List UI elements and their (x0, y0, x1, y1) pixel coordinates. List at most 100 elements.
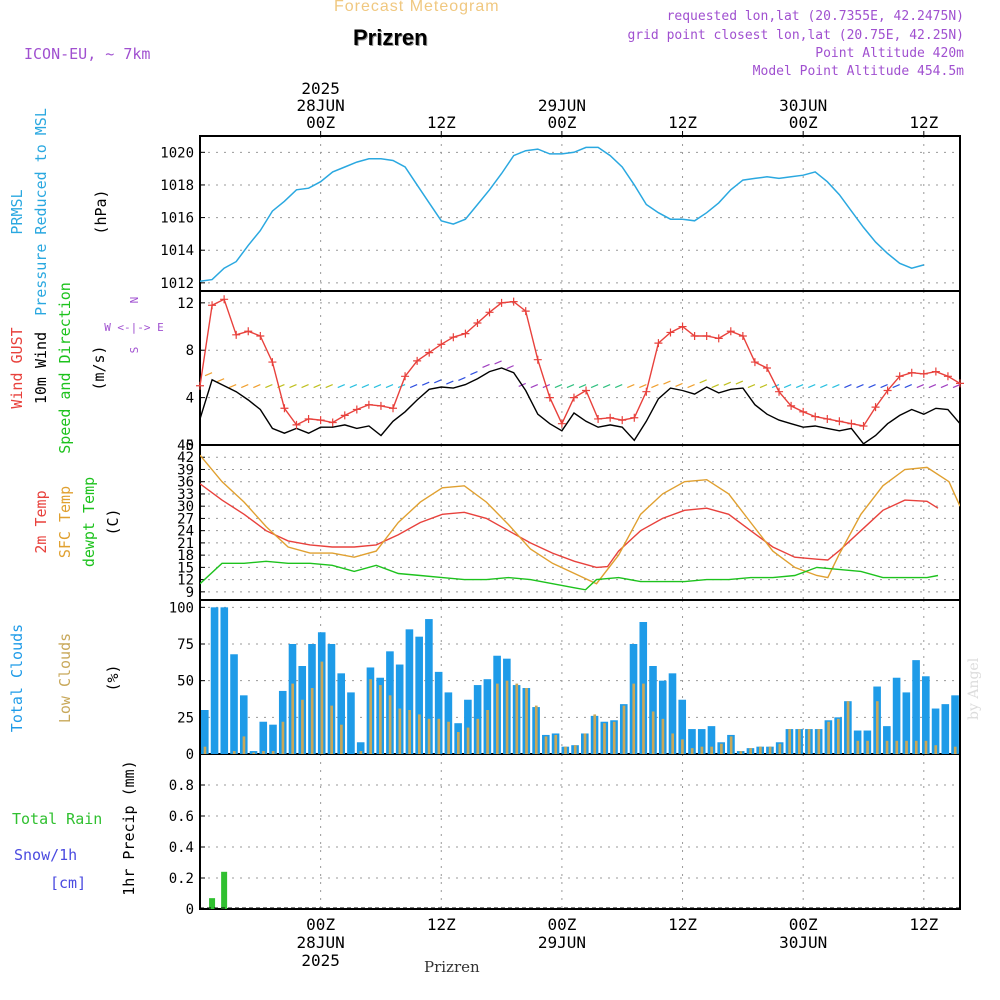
low-clouds-bar (427, 718, 431, 754)
gust-point-marker (364, 400, 373, 409)
total-clouds-bar (210, 607, 219, 754)
total-clouds-bar (347, 692, 355, 754)
ytick-label-pressure: 1016 (160, 211, 194, 227)
gust-point-marker (762, 364, 771, 372)
total-clouds-bar (269, 724, 277, 754)
gust-point-marker (811, 412, 820, 421)
gust-point-marker (208, 301, 217, 310)
legend-total-rain: Total Rain (12, 810, 102, 828)
wind-direction-arrow (904, 384, 912, 389)
wind-direction-arrow (783, 384, 792, 389)
gust-point-marker (943, 372, 952, 381)
model-altitude: Model Point Altitude 454.5m (752, 64, 964, 79)
rain-bar (209, 898, 216, 909)
gust-point-marker (280, 404, 289, 413)
wind-direction-arrow (856, 384, 864, 389)
top-time-label: 12Z (668, 113, 697, 132)
low-clouds-bar (642, 683, 645, 754)
low-clouds-bar (632, 683, 636, 754)
top-time-label: 00Z (789, 113, 818, 132)
wind-direction-arrow (458, 376, 466, 382)
requested-coords: requested lon,lat (20.7355E, 42.2475N) (666, 9, 964, 24)
gust-point-marker (557, 419, 566, 428)
wind-direction-arrow (434, 379, 442, 384)
bottom-time-label: 12Z (668, 915, 697, 934)
low-clouds-bar (759, 746, 762, 754)
low-clouds-bar (710, 746, 713, 754)
low-clouds-bar (408, 710, 411, 754)
gust-point-marker (606, 413, 615, 422)
ytick-label-temperature: 9 (186, 585, 194, 601)
low-clouds-bar (242, 736, 246, 754)
gust-point-marker (449, 333, 458, 342)
low-clouds-bar (262, 751, 265, 754)
low-clouds-bar (729, 736, 733, 754)
ytick-label-temperature: 18 (177, 548, 194, 564)
low-clouds-bar (418, 714, 421, 754)
panel-frame (199, 135, 961, 292)
wind-direction-arrow (747, 384, 756, 389)
gust-point-marker (799, 407, 808, 416)
gust-point-marker (775, 387, 784, 396)
wind-direction-arrow (325, 384, 333, 389)
total-clouds-bar (892, 677, 901, 754)
low-clouds-bar (515, 683, 519, 754)
gust-point-marker (823, 414, 832, 423)
total-clouds-bar (230, 654, 238, 754)
wind-direction-arrow (940, 384, 949, 389)
low-clouds-bar (379, 685, 382, 754)
total-clouds-bar (464, 699, 472, 754)
low-clouds-bar (564, 746, 567, 754)
gust-point-marker (594, 414, 603, 423)
low-clouds-bar (817, 729, 821, 754)
ytick-label-temperature: 12 (177, 573, 194, 589)
gust-point-marker (256, 332, 265, 341)
low-clouds-bar (476, 718, 480, 754)
total-clouds-bar (434, 671, 443, 754)
gust-point-marker (859, 422, 868, 431)
ylabel-temp: dewpt Temp (80, 477, 98, 567)
ytick-label-pressure: 1012 (160, 276, 194, 292)
gust-point-marker (268, 358, 277, 367)
low-clouds-bar (681, 739, 684, 754)
gust-point-marker (328, 418, 337, 427)
wind-direction-arrow (844, 384, 852, 389)
wind-direction-arrow (590, 384, 599, 389)
gust-point-marker (895, 372, 904, 381)
gust-point-marker (244, 327, 253, 336)
point-altitude: Point Altitude 420m (815, 46, 964, 61)
total-clouds-bar (425, 619, 433, 754)
total-clouds-bar (697, 729, 706, 754)
gust-point-marker (919, 369, 928, 378)
ytick-label-pressure: 1020 (160, 145, 194, 161)
ytick-label-temperature: 45 (177, 438, 194, 454)
total-clouds-bar (337, 673, 346, 754)
low-clouds-bar (953, 746, 957, 754)
gust-point-marker (630, 413, 639, 422)
location-title: Prizren (353, 25, 428, 50)
low-clouds-bar (671, 733, 675, 754)
ytick-label-temperature: 21 (177, 536, 194, 552)
low-clouds-bar (914, 740, 918, 754)
top-time-label: 00Z (306, 113, 335, 132)
low-clouds-bar (690, 748, 694, 754)
chart-kind-title: Forecast Meteogram (334, 0, 500, 15)
panel-frame (199, 753, 961, 910)
gust-point-marker (787, 401, 796, 410)
ylabel-temp: 2m Temp (32, 490, 50, 553)
gust-point-marker (618, 416, 627, 425)
low-clouds-bar (456, 732, 460, 754)
series-gust-line (200, 298, 960, 427)
wind-direction-arrow (711, 384, 719, 389)
series-pressure-line (200, 146, 924, 282)
gust-point-marker (413, 356, 422, 365)
wind-direction-arrow (675, 382, 683, 387)
ytick-label-clouds: 50 (177, 674, 194, 690)
ylabel-wind: Speed and Direction (56, 282, 74, 454)
wind-direction-arrow (735, 380, 744, 385)
gust-point-marker (931, 367, 940, 376)
low-clouds-bar (320, 661, 324, 754)
wind-direction-arrow (228, 384, 237, 389)
